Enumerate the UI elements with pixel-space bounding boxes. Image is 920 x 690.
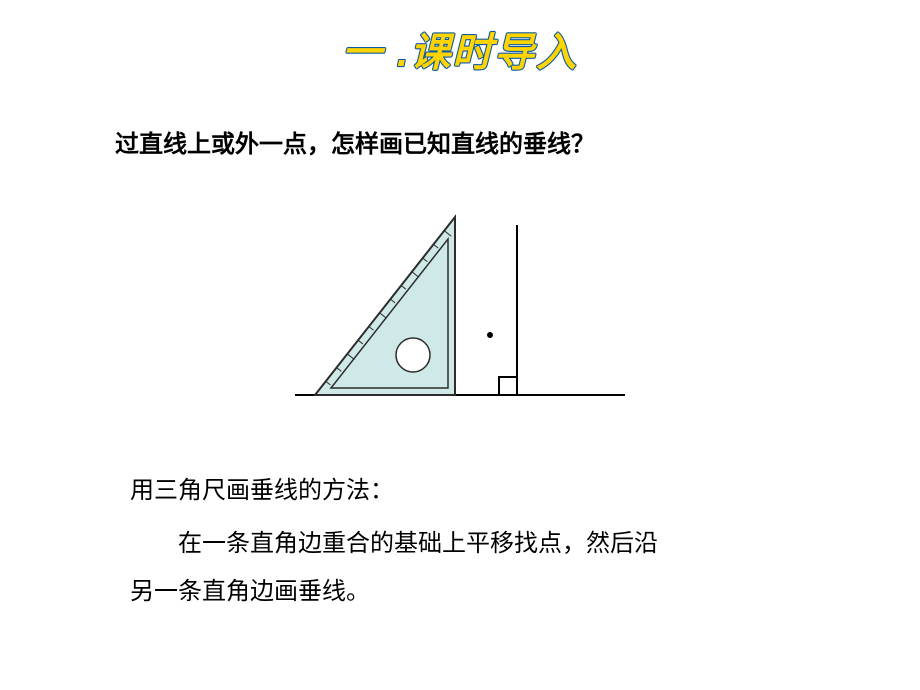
svg-text:一 .课时导入: 一 .课时导入 [342, 31, 578, 75]
point-marker [487, 332, 493, 338]
method-line-1: 在一条直角边重合的基础上平移找点，然后沿 [178, 530, 658, 557]
geometry-diagram [295, 195, 625, 405]
slide-page: 一 .课时导入 过直线上或外一点，怎样画已知直线的垂线？ 用三角尺画垂线的方法：… [0, 0, 920, 690]
method-body: 在一条直角边重合的基础上平移找点，然后沿 另一条直角边画垂线。 [130, 520, 658, 616]
method-title: 用三角尺画垂线的方法： [130, 470, 394, 505]
set-square [315, 217, 455, 395]
question-text: 过直线上或外一点，怎样画已知直线的垂线？ [115, 124, 595, 159]
right-angle-marker [499, 377, 517, 395]
method-line-2: 另一条直角边画垂线。 [130, 578, 370, 605]
slide-title: 一 .课时导入 [0, 18, 920, 88]
set-square-hole [396, 338, 430, 372]
